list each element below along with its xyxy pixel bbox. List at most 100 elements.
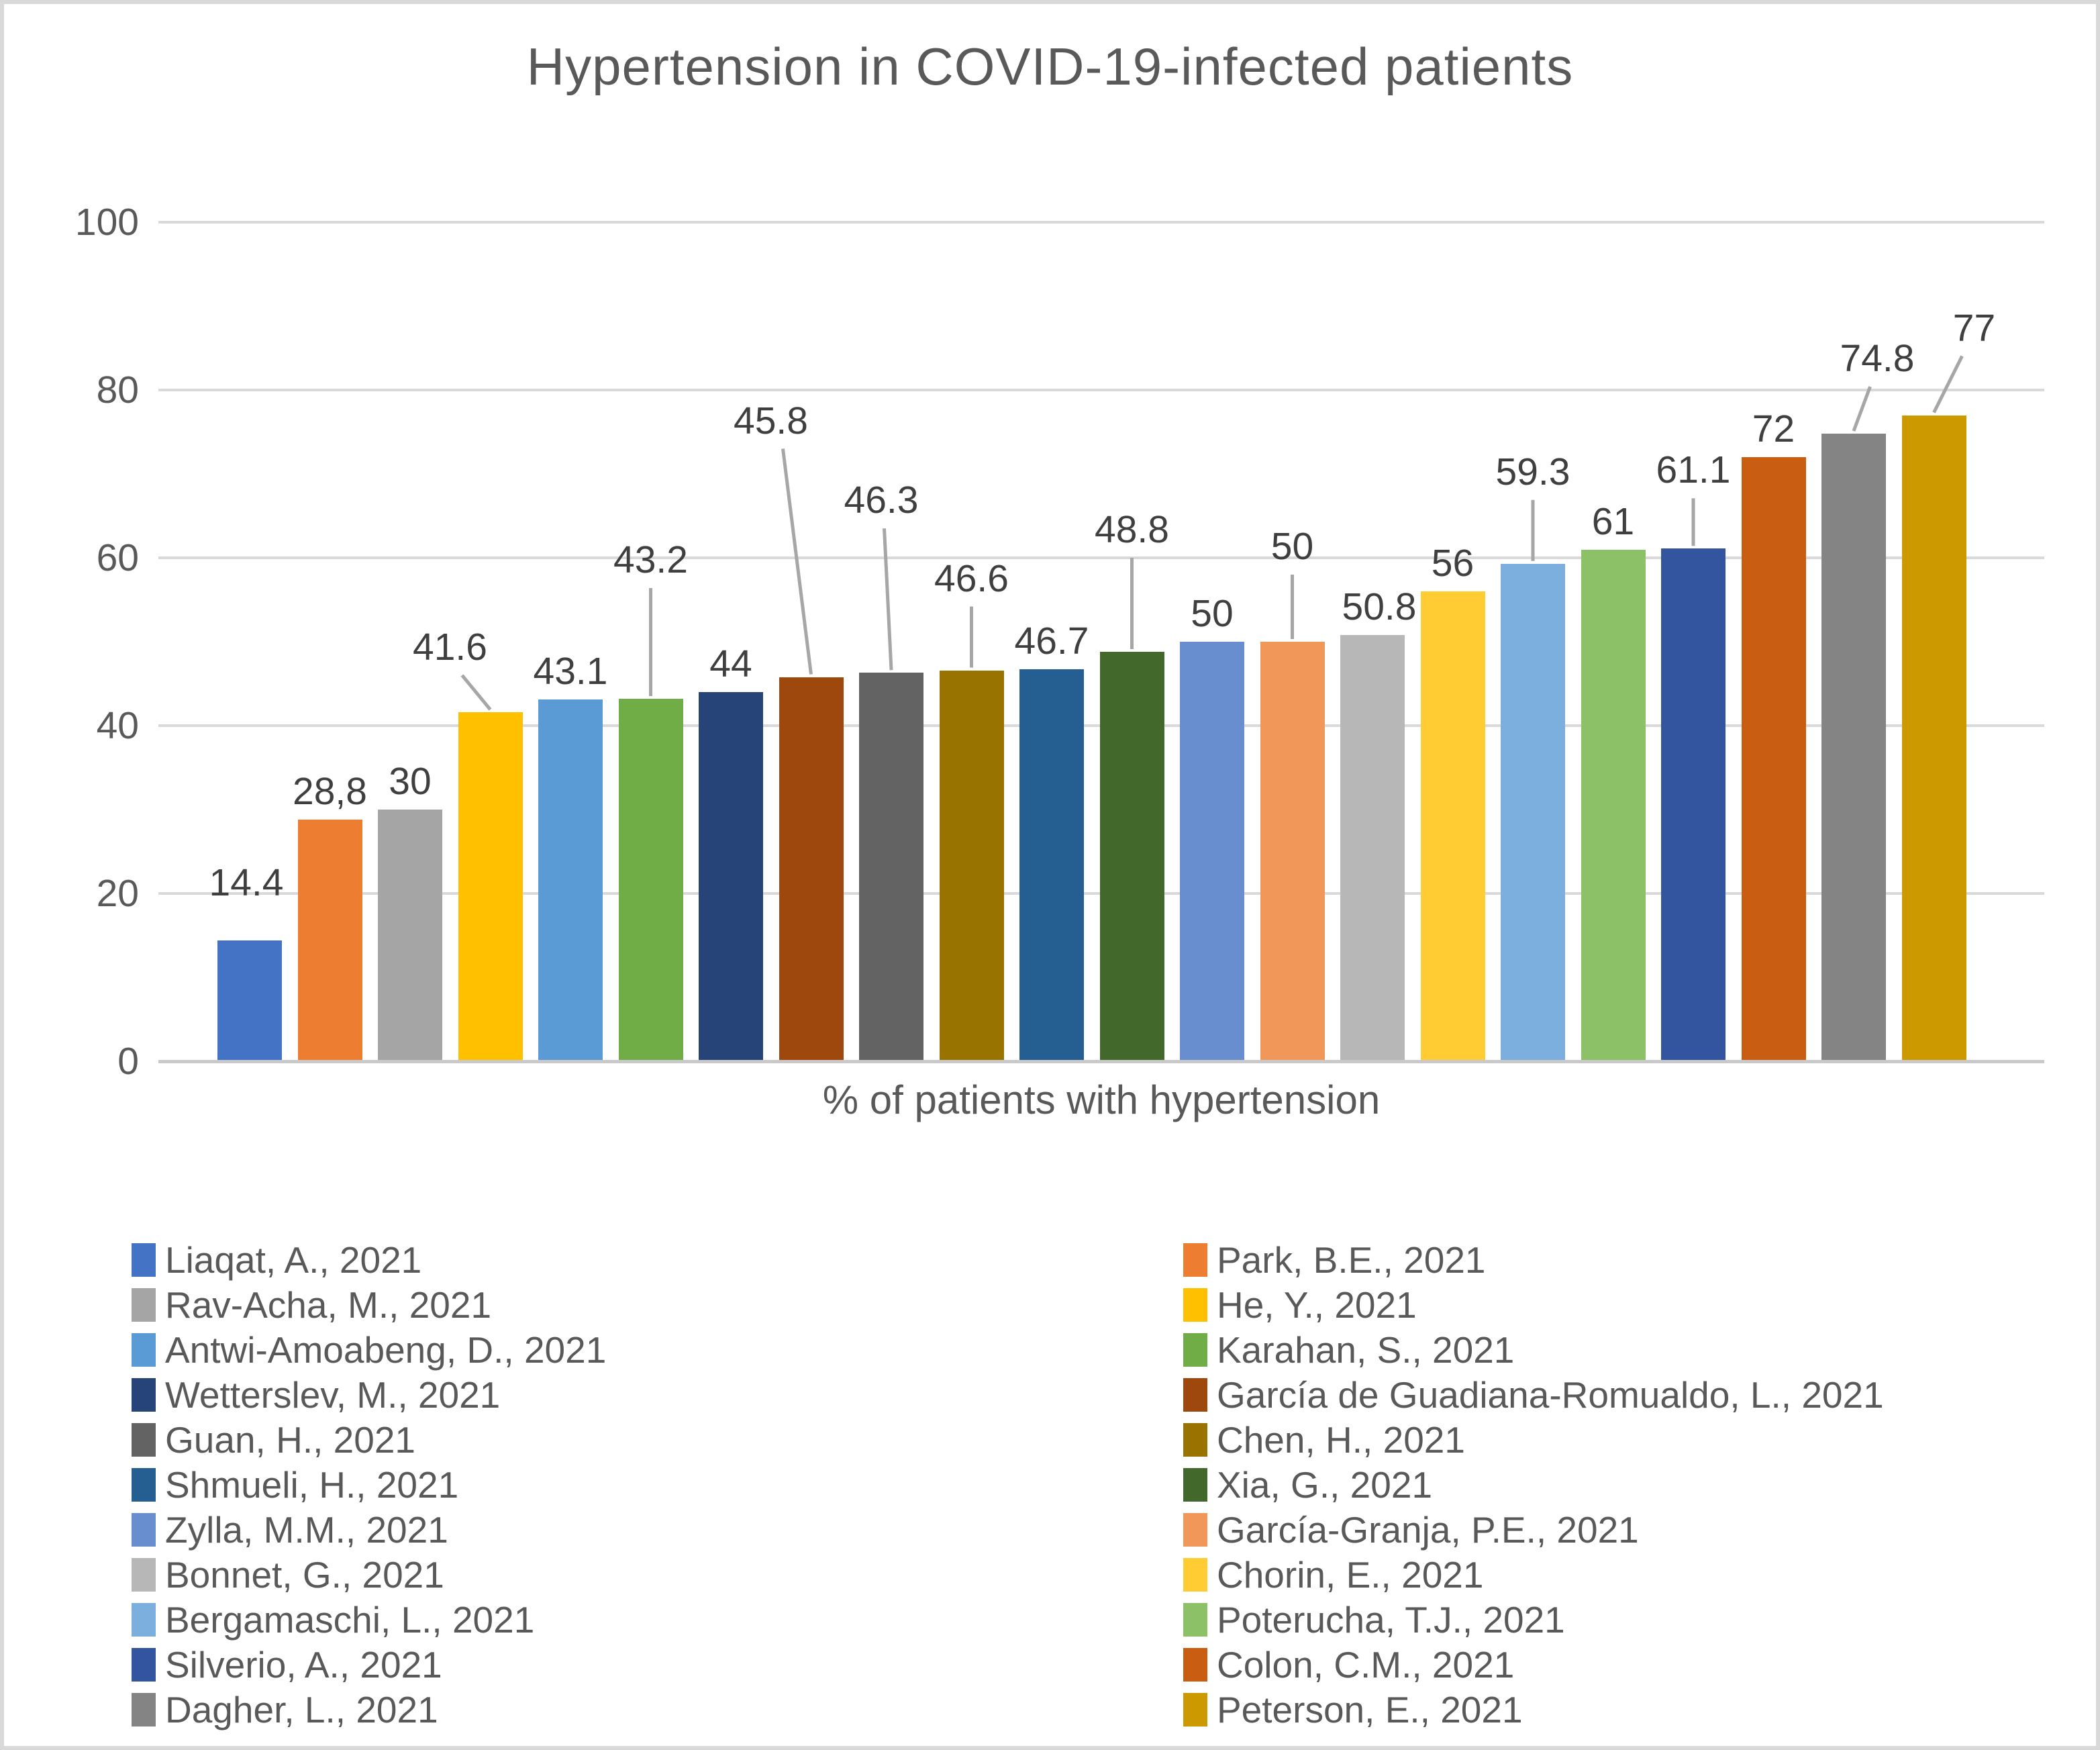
legend-label: Antwi-Amoabeng, D., 2021 [165, 1329, 607, 1371]
bar-value-label: 14.4 [209, 861, 284, 904]
legend-item: García de Guadiana-Romualdo, L., 2021 [1183, 1373, 1884, 1417]
bar [538, 699, 603, 1060]
legend-item: Silverio, A., 2021 [132, 1643, 442, 1687]
legend-swatch-icon [132, 1468, 156, 1502]
legend-swatch-icon [1183, 1468, 1207, 1502]
bar-value-label: 74.8 [1840, 337, 1915, 380]
legend-item: Chorin, E., 2021 [1183, 1553, 1483, 1597]
legend-swatch-icon [132, 1603, 156, 1637]
legend-swatch-icon [1183, 1513, 1207, 1547]
legend-swatch-icon [1183, 1423, 1207, 1457]
legend-swatch-icon [132, 1288, 156, 1322]
legend-label: Wetterslev, M., 2021 [165, 1374, 501, 1416]
bar-value-label: 59.3 [1495, 450, 1570, 493]
legend-label: Colon, C.M., 2021 [1217, 1644, 1515, 1686]
bar [378, 810, 442, 1060]
legend-item: Shmueli, H., 2021 [132, 1463, 458, 1507]
legend-item: He, Y., 2021 [1183, 1283, 1417, 1327]
bar [458, 712, 523, 1060]
bar [1099, 652, 1164, 1060]
bar-value-label: 44 [709, 642, 752, 685]
gridline [158, 389, 2044, 391]
legend-label: Shmueli, H., 2021 [165, 1464, 459, 1506]
bar-value-label: 61.1 [1656, 448, 1731, 492]
bar-value-label: 61 [1591, 499, 1635, 543]
bar-value-label: 50.8 [1342, 585, 1417, 628]
bar-value-label: 28,8 [293, 770, 367, 813]
bar [297, 820, 362, 1060]
gridline [158, 221, 2044, 224]
legend-swatch-icon [1183, 1378, 1207, 1412]
legend-swatch-icon [132, 1513, 156, 1547]
bar-value-label: 50 [1191, 592, 1234, 635]
bar [1420, 591, 1485, 1060]
legend-item: Peterson, E., 2021 [1183, 1688, 1523, 1732]
y-tick-label: 40 [96, 704, 139, 747]
legend-label: Chorin, E., 2021 [1217, 1554, 1484, 1596]
gridline [158, 556, 2044, 559]
legend-item: Xia, G., 2021 [1183, 1463, 1432, 1507]
legend-item: García-Granja, P.E., 2021 [1183, 1508, 1639, 1552]
bar [779, 677, 844, 1060]
chart-title: Hypertension in COVID-19-infected patien… [526, 37, 1574, 96]
legend-swatch-icon [1183, 1648, 1207, 1682]
legend-swatch-icon [132, 1333, 156, 1367]
legend-label: Peterson, E., 2021 [1217, 1689, 1523, 1731]
legend-item: Zylla, M.M., 2021 [132, 1508, 448, 1552]
bar [1741, 457, 1806, 1060]
bar-value-label: 46.7 [1014, 620, 1089, 663]
bar [1501, 563, 1565, 1060]
legend-item: Dagher, L., 2021 [132, 1688, 438, 1732]
legend-swatch-icon [1183, 1333, 1207, 1367]
legend-label: Chen, H., 2021 [1217, 1419, 1465, 1461]
bar [618, 699, 683, 1060]
legend-item: Chen, H., 2021 [1183, 1418, 1465, 1462]
legend-label: Silverio, A., 2021 [165, 1644, 442, 1686]
bar-value-label: 72 [1752, 407, 1795, 450]
bar-value-label: 45.8 [734, 399, 808, 442]
legend-label: Xia, G., 2021 [1217, 1464, 1433, 1506]
legend-swatch-icon [1183, 1558, 1207, 1592]
y-tick-label: 60 [96, 536, 139, 579]
legend-swatch-icon [1183, 1243, 1207, 1277]
bar-value-label: 30 [389, 760, 432, 803]
legend-item: Bergamaschi, L., 2021 [132, 1598, 534, 1642]
legend-swatch-icon [132, 1423, 156, 1457]
legend-item: Colon, C.M., 2021 [1183, 1643, 1514, 1687]
legend-label: He, Y., 2021 [1217, 1284, 1417, 1326]
y-tick-label: 0 [117, 1040, 139, 1083]
legend-item: Poterucha, T.J., 2021 [1183, 1598, 1565, 1642]
legend-label: García-Granja, P.E., 2021 [1217, 1509, 1639, 1551]
legend-swatch-icon [132, 1243, 156, 1277]
legend-item: Karahan, S., 2021 [1183, 1328, 1514, 1372]
legend-label: Rav-Acha, M., 2021 [165, 1284, 492, 1326]
legend-swatch-icon [132, 1693, 156, 1727]
bar [1821, 434, 1886, 1060]
legend-item: Rav-Acha, M., 2021 [132, 1283, 491, 1327]
legend-item: Liaqat, A., 2021 [132, 1238, 421, 1282]
bar-value-label: 48.8 [1095, 508, 1169, 551]
legend-label: Guan, H., 2021 [165, 1419, 416, 1461]
legend-swatch-icon [132, 1648, 156, 1682]
bar [939, 670, 1004, 1060]
legend-swatch-icon [1183, 1288, 1207, 1322]
legend-label: Karahan, S., 2021 [1217, 1329, 1515, 1371]
legend-label: Bergamaschi, L., 2021 [165, 1599, 535, 1641]
bar-value-label: 77 [1952, 306, 1996, 350]
bar-value-label: 56 [1431, 542, 1474, 585]
y-tick-label: 80 [96, 369, 139, 411]
bar-value-label: 43.2 [613, 538, 688, 581]
legend-item: Park, B.E., 2021 [1183, 1238, 1486, 1282]
legend-label: Zylla, M.M., 2021 [165, 1509, 448, 1551]
bar [859, 673, 923, 1060]
bar [1180, 642, 1244, 1060]
bar [1340, 635, 1405, 1060]
legend-swatch-icon [132, 1378, 156, 1412]
bar-value-label: 50 [1270, 525, 1314, 568]
legend-label: Liaqat, A., 2021 [165, 1239, 422, 1281]
x-axis-title: % of patients with hypertension [822, 1077, 1381, 1122]
bar [1019, 669, 1084, 1060]
bar [1260, 642, 1325, 1060]
legend-item: Bonnet, G., 2021 [132, 1553, 444, 1597]
legend-label: Bonnet, G., 2021 [165, 1554, 444, 1596]
